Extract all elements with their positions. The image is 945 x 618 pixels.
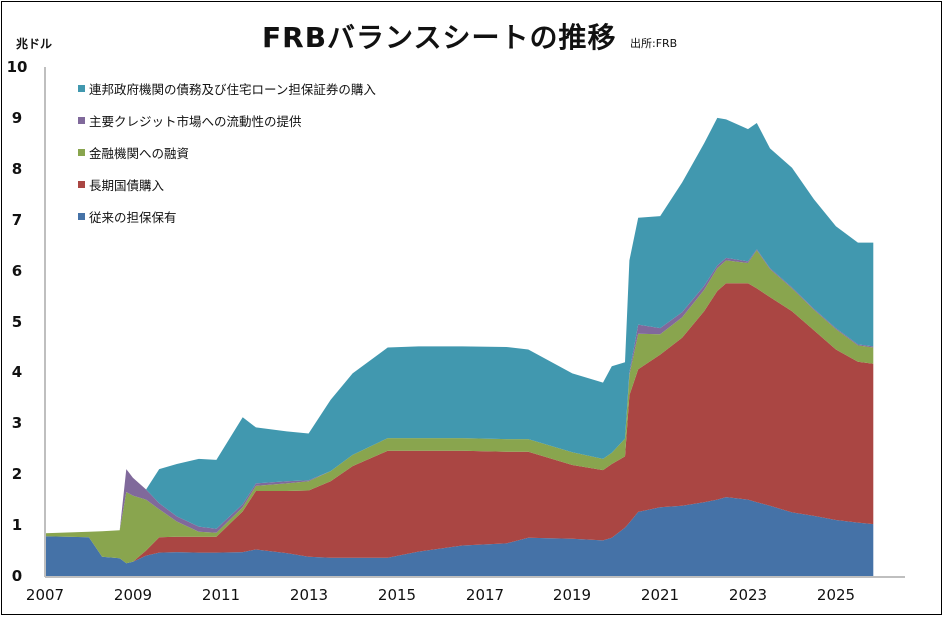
legend: 連邦政府機関の債務及び住宅ローン担保証券の購入 主要クレジット市場への流動性の提… [78,72,376,232]
x-tick: 2021 [640,586,680,604]
x-tick: 2013 [289,586,329,604]
legend-swatch-teal [78,84,85,92]
legend-item-credit-liquidity: 主要クレジット市場への流動性の提供 [78,104,376,136]
x-tick: 2015 [377,586,417,604]
y-tick: 7 [11,211,23,229]
x-tick: 2007 [25,586,65,604]
legend-item-agency-mbs: 連邦政府機関の債務及び住宅ローン担保証券の購入 [78,72,376,104]
x-tick: 2011 [201,586,241,604]
legend-label: 従来の担保保有 [89,209,177,225]
chart-title: FRBバランスシートの推移 [262,21,617,54]
y-tick: 1 [11,516,23,534]
y-tick: 0 [11,567,23,585]
legend-label: 連邦政府機関の債務及び住宅ローン担保証券の購入 [89,81,376,97]
legend-swatch-green [78,148,85,156]
legend-swatch-red [78,180,85,188]
legend-item-loans: 金融機関への融資 [78,136,376,168]
y-tick: 4 [11,363,23,381]
legend-item-long-term-treasuries: 長期国債購入 [78,168,376,200]
x-tick: 2017 [465,586,505,604]
area-series-1 [45,283,874,564]
legend-swatch-blue [78,212,85,220]
legend-label: 長期国債購入 [89,177,165,193]
area-series-0 [45,497,874,576]
legend-label: 主要クレジット市場への流動性の提供 [89,113,302,129]
x-tick: 2023 [728,586,768,604]
y-tick: 2 [11,465,23,483]
area-series-4 [45,117,874,534]
y-tick: 8 [11,160,23,178]
y-tick: 3 [11,414,23,432]
y-tick: 6 [11,262,23,280]
y-tick: 9 [11,109,23,127]
y-tick: 10 [6,58,28,76]
area-series-2 [45,250,874,564]
x-tick: 2025 [816,586,856,604]
legend-swatch-purple [78,116,85,124]
x-tick: 2019 [552,586,592,604]
legend-label: 金融機関への融資 [89,145,190,161]
x-tick: 2009 [113,586,153,604]
y-axis-unit-label: 兆ドル [16,37,53,51]
legend-item-traditional-holdings: 従来の担保保有 [78,200,376,232]
source-note: 出所:FRB [630,37,678,50]
area-layers [45,117,874,576]
y-tick: 5 [11,313,23,331]
